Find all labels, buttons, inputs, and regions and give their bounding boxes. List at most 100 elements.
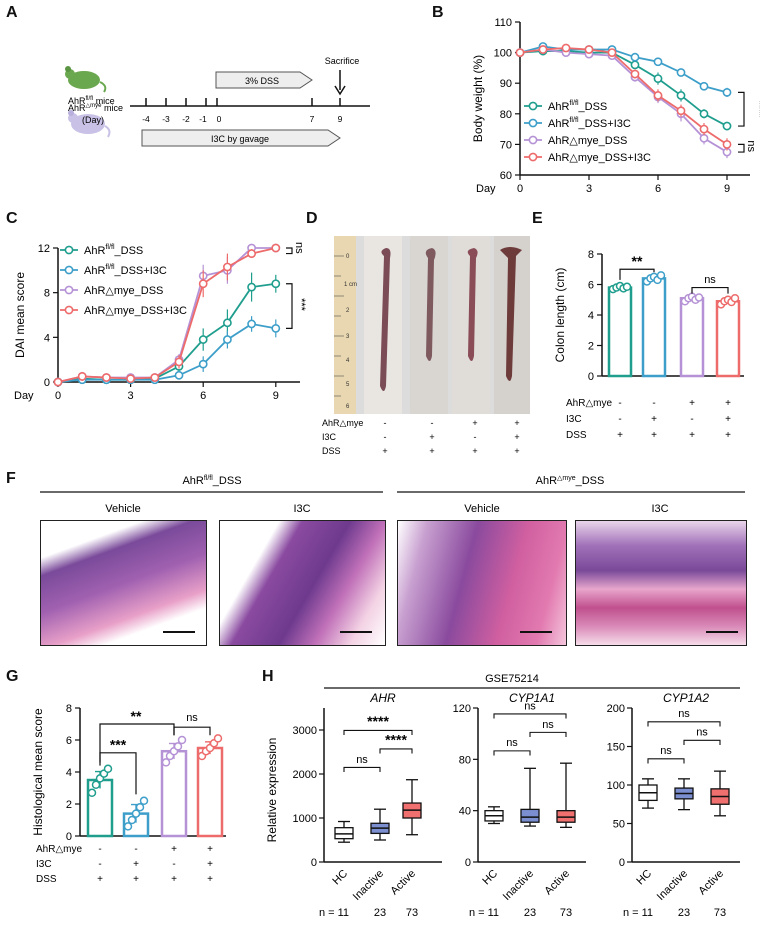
data-point — [653, 57, 663, 67]
d-sign: + — [472, 446, 477, 456]
data-point — [247, 319, 256, 329]
category-label: Inactive — [501, 868, 536, 903]
panel-f-headers: AhRfl/fl_DSS AhR△mye_DSS Vehicle I3C Veh… — [40, 475, 745, 515]
y-tick-label: 60 — [500, 170, 512, 182]
sacrifice-label: Sacrifice — [325, 56, 360, 66]
significance-bracket — [647, 721, 721, 727]
d-sign: + — [382, 446, 387, 456]
n-label: 23 — [678, 907, 690, 919]
category-label: HC — [480, 868, 500, 888]
data-point — [630, 52, 640, 62]
tick-minus1: -1 — [199, 114, 207, 124]
condition-sign: - — [618, 414, 621, 425]
sacrifice-arrowhead-icon — [334, 85, 346, 96]
data-point — [656, 271, 666, 280]
ruler-3: 3 — [346, 334, 350, 340]
condition-sign: - — [652, 398, 655, 409]
condition-label: I3C — [36, 859, 52, 870]
condition-sign: + — [725, 398, 731, 409]
significance-label: ns — [696, 727, 708, 739]
y-tick-label: 4 — [44, 332, 50, 344]
tick-0: 0 — [217, 114, 222, 124]
data-point — [198, 279, 208, 289]
significance-label: ns — [506, 737, 518, 749]
d-sign: + — [429, 432, 434, 442]
legend-label: AhR△mye_DSS+I3C — [548, 152, 651, 164]
bar — [715, 300, 741, 378]
ruler-6: 6 — [346, 404, 350, 410]
legend-swatch-marker — [64, 305, 74, 315]
d-sign: + — [514, 432, 519, 442]
tick-minus2: -2 — [182, 114, 190, 124]
condition-label: DSS — [36, 874, 57, 885]
data-point — [174, 370, 184, 380]
panel-d-conditions: AhR△mye I3C DSS - - + + - + - + + + + + — [322, 418, 520, 456]
significance-bracket — [286, 247, 293, 255]
data-point — [53, 377, 63, 387]
data-point — [722, 139, 732, 149]
y-tick-label: 100 — [494, 48, 512, 60]
condition-label: DSS — [566, 430, 587, 441]
data-point — [722, 121, 732, 131]
condition-sign: - — [98, 844, 101, 855]
box — [520, 808, 540, 823]
chart-g-histology-score: 0 2 4 6 8 Histological mean score AhR△mye - - + + I… — [31, 703, 226, 885]
significance-bracket — [691, 286, 729, 294]
data-point — [222, 262, 232, 272]
category-label: HC — [330, 868, 350, 888]
histology-image-2 — [219, 520, 386, 646]
data-point — [123, 822, 133, 831]
gene-title: AHR — [369, 691, 396, 705]
y-axis-label: Histological mean score — [31, 708, 45, 836]
significance-label: *** — [295, 298, 307, 312]
panel-label-e: E — [532, 210, 543, 227]
y-tick-label: 3000 — [293, 725, 317, 737]
data-point — [694, 293, 704, 302]
y-tick-label: 0 — [465, 857, 471, 869]
d-sign: - — [474, 432, 477, 442]
series-line — [57, 247, 277, 383]
panel-label-h: H — [262, 668, 274, 685]
y-tick-label: 0 — [588, 371, 594, 383]
tick-7: 7 — [310, 114, 315, 124]
significance-label: ns — [678, 708, 690, 720]
data-point — [135, 802, 145, 812]
data-point — [561, 43, 571, 53]
condition-sign: + — [133, 874, 139, 885]
x-tick-label: 9 — [273, 390, 279, 402]
f-sub-vehicle-1: Vehicle — [105, 503, 140, 515]
histology-image-4 — [575, 520, 747, 646]
condition-sign: + — [171, 844, 177, 855]
data-point — [247, 282, 256, 292]
legend-label: AhR△mye_DSS — [548, 135, 627, 147]
d-row-dss: DSS — [322, 446, 341, 456]
data-point — [676, 68, 686, 77]
condition-sign: + — [207, 874, 213, 885]
data-point — [538, 45, 548, 54]
data-point — [77, 372, 87, 381]
scale-bar — [340, 631, 372, 633]
condition-sign: + — [689, 430, 695, 441]
y-tick-label: 100 — [607, 780, 625, 792]
y-tick-label: 8 — [44, 288, 50, 300]
legend-label: AhRfl/fl_DSS — [548, 99, 607, 113]
y-tick-label: 4 — [588, 310, 594, 322]
y-tick-label: 4 — [66, 767, 72, 779]
y-tick-label: 70 — [500, 139, 512, 151]
condition-sign: - — [690, 414, 693, 425]
scale-bar — [163, 631, 195, 633]
legend-swatch-marker — [64, 265, 74, 275]
y-axis-label: DAI mean score — [13, 272, 27, 358]
data-point — [173, 742, 183, 751]
condition-label: AhR△mye — [566, 398, 612, 409]
data-point — [103, 764, 113, 774]
condition-label: I3C — [566, 414, 582, 425]
n-label: 23 — [524, 907, 536, 919]
data-point — [102, 373, 111, 382]
n-label: 73 — [560, 907, 572, 919]
category-label: Inactive — [655, 868, 690, 903]
significance-label: ns — [745, 140, 757, 152]
tick-9: 9 — [338, 114, 343, 124]
tick-minus3: -3 — [162, 114, 170, 124]
